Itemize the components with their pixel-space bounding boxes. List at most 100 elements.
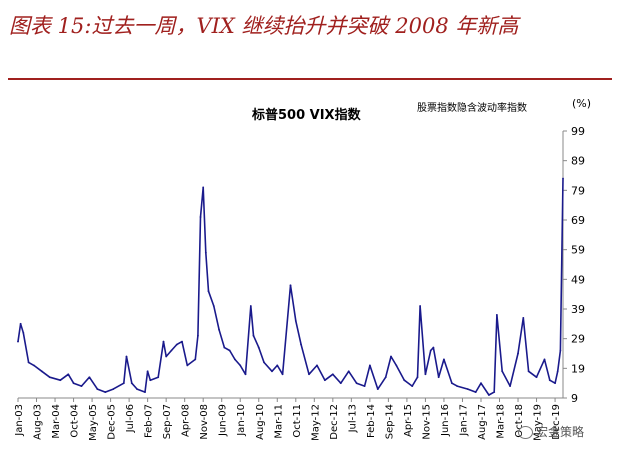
data-point: [527, 370, 530, 373]
x-tick-label: Mar-04: [51, 404, 62, 439]
data-point: [376, 388, 379, 390]
x-tick-label: Jan-10: [236, 404, 247, 437]
data-point: [495, 314, 498, 316]
data-point: [368, 364, 371, 367]
data-point: [554, 382, 556, 385]
data-point: [424, 373, 427, 376]
data-point: [257, 346, 260, 349]
data-point: [493, 391, 496, 393]
data-point: [204, 251, 207, 254]
data-point: [17, 340, 19, 343]
data-point: [197, 334, 199, 337]
y-tick-label: 29: [571, 333, 585, 346]
y-tick-label: 19: [571, 362, 585, 375]
data-point: [281, 373, 284, 376]
data-point: [146, 370, 149, 373]
data-point: [27, 361, 30, 364]
x-tick-label: Nov-15: [421, 404, 432, 440]
x-tick-label: Feb-07: [144, 404, 155, 438]
y-tick-label: 39: [571, 303, 585, 316]
x-tick-label: May-12: [310, 404, 321, 441]
data-point: [347, 370, 350, 373]
data-point: [294, 319, 297, 322]
data-point: [125, 355, 128, 358]
x-tick-label: Feb-14: [366, 404, 377, 438]
data-point: [218, 328, 220, 331]
data-point: [67, 373, 70, 376]
data-point: [289, 284, 292, 287]
data-point: [316, 364, 318, 367]
x-tick-label: Dec-12: [329, 404, 340, 440]
watermark: 宏金策略: [518, 423, 584, 440]
x-tick-label: Oct-04: [70, 404, 81, 438]
data-point: [175, 343, 178, 346]
data-point: [432, 346, 435, 349]
data-point: [212, 305, 215, 307]
data-point: [207, 290, 210, 293]
data-point: [395, 364, 398, 367]
x-tick-label: Aug-17: [477, 404, 488, 440]
y-tick-label: 9: [571, 392, 578, 405]
y-unit-label: (%): [572, 97, 592, 110]
x-tick-label: May-05: [88, 404, 99, 441]
watermark-text: 宏金策略: [536, 425, 585, 439]
y-tick-label: 99: [571, 125, 585, 138]
data-point: [339, 382, 342, 385]
y-tick-label: 79: [571, 184, 585, 197]
data-point: [535, 376, 538, 379]
data-point: [331, 373, 334, 376]
data-point: [411, 385, 414, 388]
data-point: [104, 391, 107, 393]
data-point: [157, 376, 160, 379]
data-point: [22, 331, 25, 334]
x-tick-label: Jun-09: [218, 404, 229, 437]
data-point: [501, 370, 504, 373]
x-tick-label: Jun-16: [440, 404, 451, 437]
data-point: [474, 391, 477, 393]
data-point: [194, 358, 197, 361]
data-point: [162, 340, 165, 343]
y-tick-label: 89: [571, 155, 585, 168]
data-point: [170, 349, 173, 352]
data-point: [181, 340, 183, 343]
data-point: [522, 317, 525, 319]
data-point: [165, 355, 168, 358]
data-point: [556, 370, 559, 373]
x-tick-label: Mar-18: [496, 404, 507, 439]
x-tick-label: Dec-19: [551, 404, 562, 440]
chart-title: 标普500 VIX指数: [252, 108, 361, 123]
y-tick-label: 49: [571, 273, 585, 286]
x-tick-label: Mar-11: [273, 404, 284, 439]
data-point: [19, 322, 22, 325]
data-point: [271, 370, 273, 373]
x-tick-label: Oct-18: [514, 404, 525, 438]
data-point: [112, 388, 115, 390]
data-point: [437, 376, 440, 379]
x-tick-label: Jul-13: [347, 404, 358, 433]
data-point: [300, 343, 302, 346]
data-point: [239, 364, 242, 367]
data-point: [228, 349, 231, 352]
data-point: [234, 358, 236, 361]
data-point: [390, 355, 392, 358]
data-point: [136, 388, 138, 390]
data-point: [517, 352, 519, 355]
x-tick-label: Nov-08: [199, 404, 210, 440]
y-tick-label: 59: [571, 244, 585, 257]
data-point: [488, 394, 490, 396]
data-point: [223, 346, 226, 349]
data-point: [509, 385, 511, 388]
data-point: [249, 305, 252, 307]
data-point: [276, 364, 279, 367]
data-point: [559, 349, 562, 352]
figure-title: 图表 15:过去一周，VIX 继续抬升并突破 2008 年新高: [9, 14, 519, 38]
data-point: [202, 186, 205, 189]
data-point: [199, 216, 202, 218]
data-point: [548, 379, 551, 382]
data-point: [323, 379, 326, 382]
data-point: [252, 334, 255, 337]
data-point: [244, 373, 247, 376]
data-point: [562, 177, 564, 180]
x-tick-label: Dec-05: [107, 404, 118, 440]
data-point: [48, 376, 51, 379]
